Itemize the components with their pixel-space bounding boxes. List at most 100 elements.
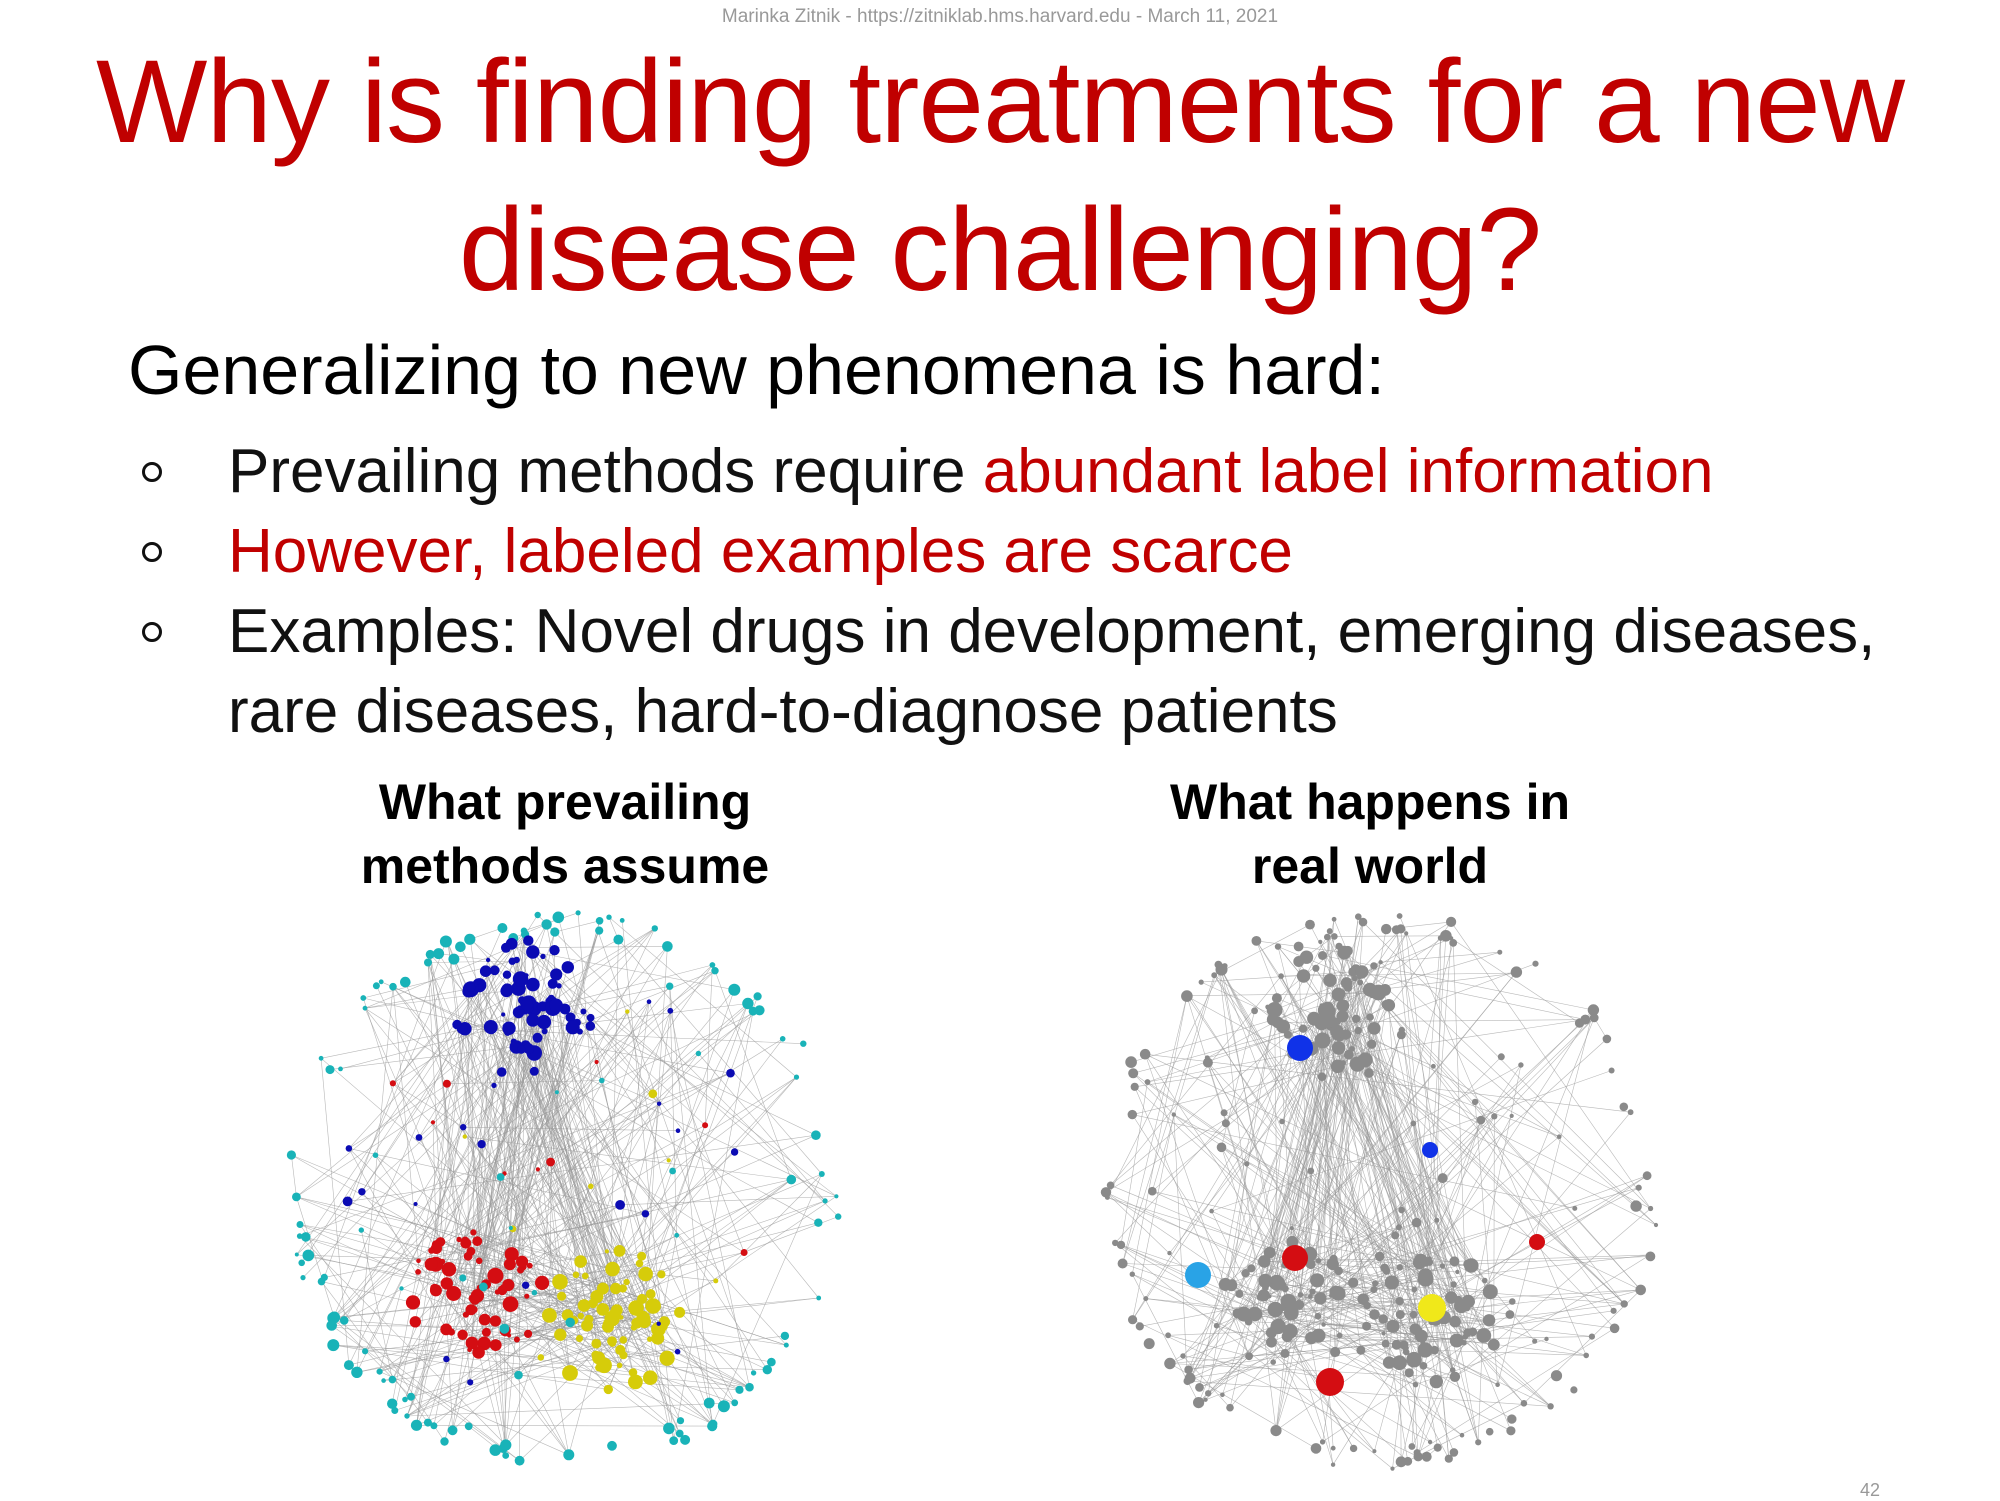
network-node bbox=[479, 1282, 488, 1291]
network-node bbox=[607, 1441, 617, 1451]
network-node bbox=[389, 983, 397, 991]
network-node bbox=[452, 1020, 462, 1030]
network-node bbox=[472, 1346, 485, 1359]
network-node bbox=[504, 1258, 516, 1270]
network-node bbox=[595, 1060, 599, 1064]
network-node bbox=[669, 1436, 678, 1445]
network-node bbox=[1316, 1258, 1322, 1264]
network-node bbox=[1610, 1324, 1620, 1334]
network-node bbox=[1282, 1331, 1293, 1342]
network-node bbox=[1267, 1013, 1279, 1025]
network-node bbox=[406, 1295, 420, 1309]
network-node bbox=[440, 1437, 448, 1445]
network-node bbox=[471, 1306, 478, 1313]
slide-subtitle: Generalizing to new phenomena is hard: bbox=[128, 330, 1385, 410]
network-node bbox=[542, 1028, 548, 1034]
network-node bbox=[1450, 1281, 1456, 1287]
network-node bbox=[490, 1339, 502, 1351]
network-node bbox=[439, 1259, 445, 1265]
network-node bbox=[538, 1354, 545, 1361]
network-node bbox=[1363, 1302, 1371, 1310]
network-node bbox=[457, 1330, 467, 1340]
network-node bbox=[486, 958, 490, 962]
network-node bbox=[1412, 1218, 1422, 1228]
network-node bbox=[497, 923, 507, 933]
network-node bbox=[1220, 1393, 1225, 1398]
network-node bbox=[1418, 1268, 1432, 1282]
slide-header: Marinka Zitnik - https://zitniklab.hms.h… bbox=[0, 6, 2000, 28]
network-node bbox=[648, 1089, 657, 1098]
network-node bbox=[1235, 1290, 1243, 1298]
network-node bbox=[1410, 1311, 1418, 1319]
network-node bbox=[1270, 1359, 1276, 1365]
network-node bbox=[696, 1051, 701, 1056]
network-node bbox=[1258, 1255, 1271, 1268]
network-node bbox=[287, 1150, 296, 1159]
network-node bbox=[1392, 1340, 1402, 1350]
network-node bbox=[491, 1083, 496, 1088]
network-node bbox=[1312, 965, 1319, 972]
bullet-text: Prevailing methods require bbox=[228, 437, 983, 506]
network-node bbox=[1279, 1119, 1285, 1125]
network-node bbox=[448, 954, 459, 965]
network-node bbox=[1193, 1397, 1204, 1408]
network-node bbox=[615, 1200, 625, 1210]
network-node bbox=[1331, 933, 1338, 940]
network-node bbox=[1245, 1352, 1253, 1360]
network-node bbox=[1337, 1333, 1343, 1339]
network-node bbox=[646, 1289, 656, 1299]
network-node bbox=[749, 1007, 758, 1016]
network-node bbox=[620, 918, 625, 923]
network-node bbox=[1635, 1285, 1646, 1296]
network-node bbox=[1324, 934, 1331, 941]
network-node bbox=[503, 1296, 519, 1312]
network-node bbox=[731, 1148, 738, 1155]
network-node bbox=[517, 1009, 522, 1014]
network-node bbox=[1434, 1218, 1439, 1223]
network-node bbox=[1636, 1185, 1642, 1191]
network-node bbox=[800, 1041, 806, 1047]
network-node bbox=[1468, 1327, 1477, 1336]
network-node bbox=[521, 999, 533, 1011]
network-node bbox=[476, 1258, 483, 1265]
network-node bbox=[1112, 1240, 1118, 1246]
network-node bbox=[499, 1324, 509, 1334]
network-node bbox=[1101, 1187, 1111, 1197]
left-figure-caption: What prevailing methods assume bbox=[265, 770, 865, 898]
network-node bbox=[1643, 1171, 1652, 1180]
network-node bbox=[500, 1284, 506, 1290]
network-node bbox=[1315, 1313, 1322, 1320]
network-node bbox=[1215, 961, 1223, 969]
network-node bbox=[373, 1152, 379, 1158]
network-node bbox=[1422, 1452, 1432, 1462]
network-node bbox=[578, 1313, 584, 1319]
network-node bbox=[1621, 1300, 1628, 1307]
network-node bbox=[1547, 1403, 1553, 1409]
network-node bbox=[660, 1351, 675, 1366]
network-node bbox=[675, 1349, 681, 1355]
network-node bbox=[710, 962, 716, 968]
network-node bbox=[1438, 1173, 1448, 1183]
network-node bbox=[527, 1263, 533, 1269]
network-node bbox=[1396, 924, 1405, 933]
network-node bbox=[652, 925, 658, 931]
network-node bbox=[1356, 1346, 1365, 1355]
network-node bbox=[1475, 1439, 1481, 1445]
network-node bbox=[1399, 1027, 1405, 1033]
network-node bbox=[464, 1252, 473, 1261]
network-node bbox=[751, 1370, 756, 1375]
network-node bbox=[595, 927, 603, 935]
network-node bbox=[754, 992, 762, 1000]
network-node bbox=[562, 1365, 578, 1381]
network-node bbox=[441, 1277, 453, 1289]
network-node bbox=[1378, 1314, 1388, 1324]
network-node bbox=[516, 1256, 528, 1268]
network-node bbox=[780, 1036, 786, 1042]
network-node bbox=[1434, 1444, 1442, 1452]
network-node bbox=[1370, 1286, 1377, 1293]
network-node bbox=[1440, 1263, 1445, 1268]
network-node bbox=[638, 1315, 651, 1328]
network-node bbox=[1128, 1068, 1138, 1078]
network-node bbox=[470, 1295, 480, 1305]
network-node bbox=[554, 1329, 566, 1341]
